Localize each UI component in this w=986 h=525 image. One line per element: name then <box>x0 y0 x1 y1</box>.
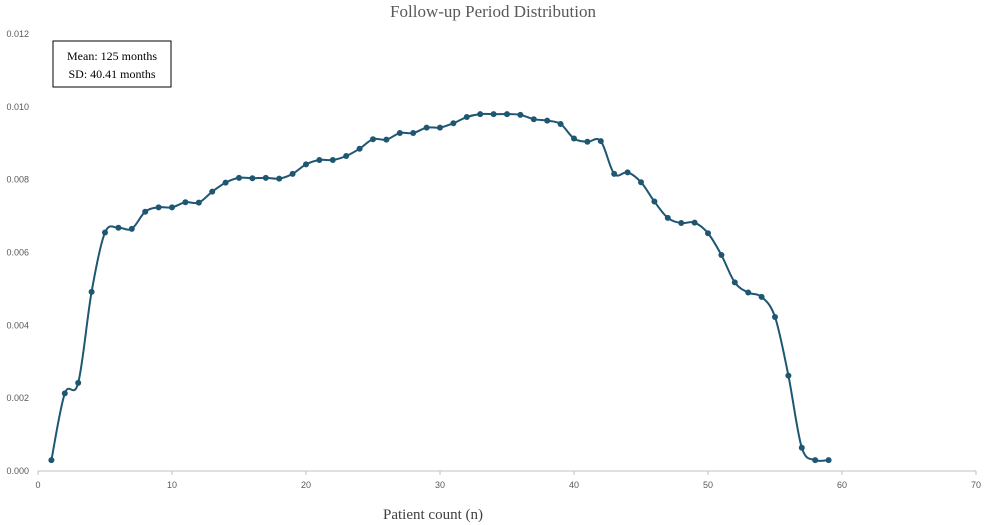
data-point <box>88 288 95 295</box>
y-tick-label: 0.012 <box>6 29 29 39</box>
x-tick-label: 60 <box>837 480 847 490</box>
x-axis-label: Patient count (n) <box>383 507 483 523</box>
data-point <box>75 379 82 386</box>
data-point <box>370 136 376 143</box>
data-point <box>343 152 350 159</box>
data-point <box>209 188 216 195</box>
data-point <box>638 179 644 186</box>
data-point <box>517 111 524 118</box>
data-point <box>584 138 591 145</box>
data-point <box>772 313 778 320</box>
axes: 0 10 20 30 40 50 60 70 0.000 0.002 0.004 0.006 0.008… <box>6 29 981 490</box>
x-tick-label: 50 <box>703 480 713 490</box>
x-tick-label: 10 <box>167 480 177 490</box>
data-point <box>731 279 738 286</box>
data-point <box>718 252 725 259</box>
data-point <box>651 198 658 205</box>
data-point <box>691 219 698 226</box>
data-point <box>624 169 631 176</box>
data-point <box>128 225 135 232</box>
x-tick-label: 70 <box>971 480 981 490</box>
y-tick-label: 0.004 <box>6 320 29 330</box>
x-tick-label: 30 <box>435 480 445 490</box>
data-point <box>236 174 242 181</box>
data-point <box>798 444 805 451</box>
chart-title: Follow-up Period Distribution <box>390 2 596 21</box>
data-point <box>557 120 564 127</box>
data-point <box>463 114 470 121</box>
data-point <box>329 157 336 164</box>
data-point <box>289 170 296 177</box>
data-point <box>530 116 537 123</box>
data-point <box>410 130 417 137</box>
data-point <box>303 161 309 168</box>
data-point <box>396 130 403 137</box>
data-points <box>48 111 832 464</box>
data-point <box>450 120 457 127</box>
data-point <box>785 372 792 379</box>
data-point <box>611 170 618 177</box>
data-point <box>477 111 484 118</box>
data-point <box>115 224 122 231</box>
stats-annotation: Mean: 125 months SD: 40.41 months <box>52 40 172 88</box>
data-point <box>423 124 430 131</box>
data-point <box>812 457 819 464</box>
data-point <box>262 174 269 181</box>
data-point <box>383 136 390 143</box>
data-point <box>195 199 202 206</box>
data-point <box>504 111 510 118</box>
data-point <box>705 230 711 237</box>
data-point <box>490 111 497 118</box>
y-tick-label: 0.008 <box>6 175 29 185</box>
annotation-box <box>52 40 172 88</box>
data-point <box>155 204 162 211</box>
data-point <box>544 117 551 124</box>
x-tick-label: 0 <box>35 480 40 490</box>
data-point <box>61 390 68 397</box>
data-point <box>249 175 256 182</box>
data-point <box>48 457 55 464</box>
x-tick-label: 40 <box>569 480 579 490</box>
data-point <box>678 220 685 227</box>
data-point <box>664 214 671 221</box>
data-point <box>182 199 189 206</box>
data-point <box>597 138 604 145</box>
data-point <box>102 229 108 236</box>
data-point <box>316 157 323 164</box>
y-tick-label: 0.000 <box>6 466 29 476</box>
data-point <box>745 289 752 296</box>
y-tick-label: 0.010 <box>6 102 29 112</box>
annotation-mean: Mean: 125 months <box>67 49 157 63</box>
y-tick-label: 0.002 <box>6 393 29 403</box>
data-point <box>142 208 149 215</box>
data-point <box>169 204 175 211</box>
data-point <box>825 457 832 464</box>
data-point <box>437 124 443 131</box>
series-line <box>50 112 829 462</box>
annotation-sd: SD: 40.41 months <box>68 67 155 81</box>
data-point <box>758 293 765 300</box>
data-point <box>276 175 283 182</box>
x-tick-label: 20 <box>301 480 311 490</box>
data-point <box>571 135 577 142</box>
data-point <box>222 179 229 186</box>
data-point <box>356 145 363 152</box>
y-tick-label: 0.006 <box>6 248 29 258</box>
